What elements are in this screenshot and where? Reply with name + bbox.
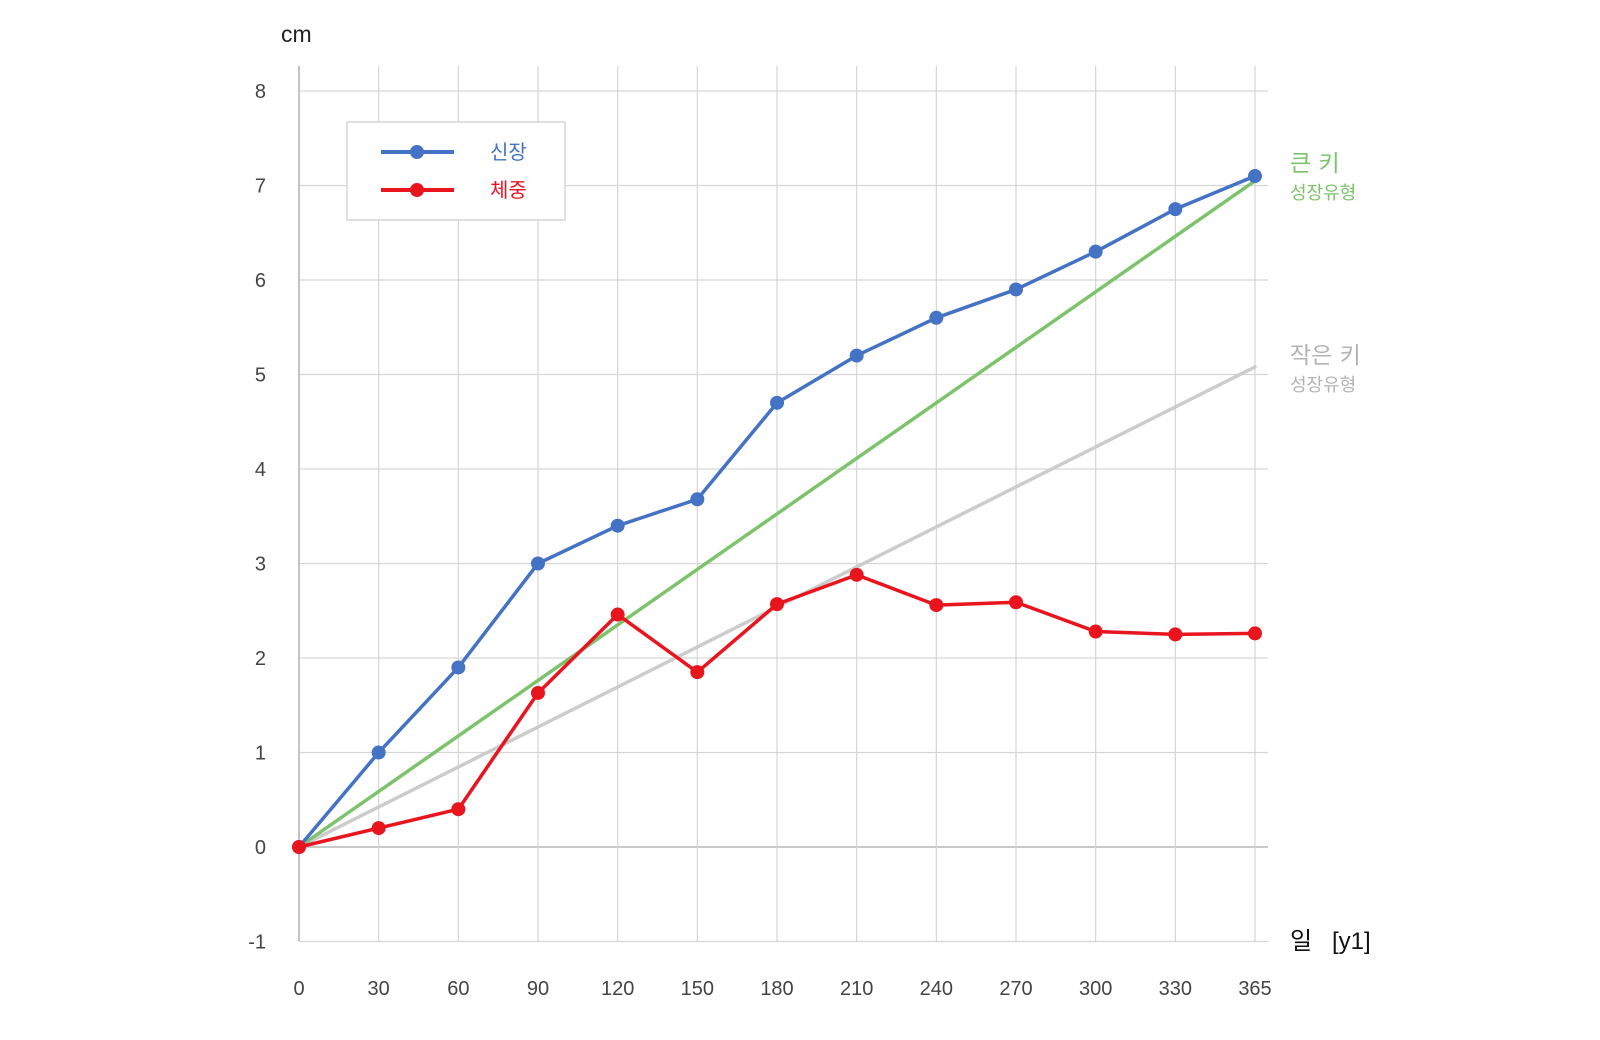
data-series [292, 169, 1262, 854]
x-axis-ticks: 0 30 60 90 120 150 180 210 240 270 300 330 365 [293, 978, 1271, 1000]
height-data-point [451, 660, 466, 675]
height-data-point [1168, 202, 1183, 217]
short-growth-title: 작은 키 [1290, 343, 1361, 369]
y-axis-ticks: -1 0 1 2 3 4 5 6 7 8 [248, 81, 266, 954]
x-tick-label: 330 [1159, 978, 1192, 1000]
height-data-point [849, 348, 864, 363]
x-tick-label: 150 [681, 978, 714, 1000]
height-data-point [690, 492, 705, 507]
weight-data-point [371, 821, 386, 836]
height-data-point [531, 556, 545, 571]
y-tick-label: 2 [255, 648, 266, 670]
weight-data-point [1088, 624, 1103, 639]
weight-data-point [292, 840, 306, 854]
y-tick-label: 0 [255, 837, 266, 859]
legend-box [346, 121, 566, 221]
height-data-point [371, 745, 386, 760]
weight-data-point [929, 598, 944, 613]
legend-label-weight: 체중 [490, 178, 527, 202]
weight-data-point [849, 567, 864, 582]
legend: 신장 체중 [346, 121, 566, 221]
x-tick-label: 180 [760, 978, 793, 1000]
legend-marker-weight [410, 183, 424, 197]
y-tick-label: 4 [255, 459, 266, 481]
weight-data-point [531, 685, 545, 700]
x-tick-label: 365 [1238, 978, 1271, 1000]
weight-data-point [690, 665, 705, 680]
x-tick-label: 60 [447, 978, 469, 1000]
height-data-point [1009, 282, 1023, 297]
weight-data-point [451, 802, 466, 817]
weight-data-point [1009, 595, 1023, 610]
x-tick-label: 270 [999, 978, 1032, 1000]
y-tick-label: 5 [255, 365, 266, 387]
x-tick-label: 90 [527, 978, 549, 1000]
x-tick-label: 0 [293, 978, 304, 1000]
x-tick-label: 120 [601, 978, 634, 1000]
y-tick-label: 6 [255, 270, 266, 292]
y-tick-label: 8 [255, 81, 266, 103]
height-data-point [929, 310, 944, 325]
y-tick-label: 1 [255, 743, 266, 765]
weight-data-point [1168, 627, 1183, 642]
tall-growth-subtitle: 성장유형 [1290, 183, 1356, 204]
y-tick-label: 3 [255, 554, 266, 576]
legend-marker-height [410, 145, 424, 159]
x-axis-label: 일 [1290, 928, 1312, 955]
legend-label-height: 신장 [490, 140, 527, 164]
weight-data-point [770, 597, 784, 612]
weight-data-point [610, 607, 625, 622]
x-tick-label: 300 [1079, 978, 1112, 1000]
x-tick-label: 30 [368, 978, 390, 1000]
short-growth-subtitle: 성장유형 [1290, 375, 1356, 396]
x-tick-label: 210 [840, 978, 873, 1000]
y-axis-unit: cm [281, 21, 312, 47]
y-tick-label: -1 [248, 932, 266, 954]
height-data-point [770, 395, 784, 410]
x-axis-label-suffix: [y1] [1332, 928, 1371, 955]
height-data-point [1088, 244, 1103, 259]
x-tick-label: 240 [920, 978, 953, 1000]
tall-growth-line [297, 179, 1257, 849]
y-tick-label: 7 [255, 176, 266, 198]
height-data-point [1248, 169, 1262, 184]
height-data-point [610, 518, 625, 533]
tall-growth-title: 큰 키 [1290, 151, 1340, 177]
weight-data-point [1248, 626, 1262, 641]
